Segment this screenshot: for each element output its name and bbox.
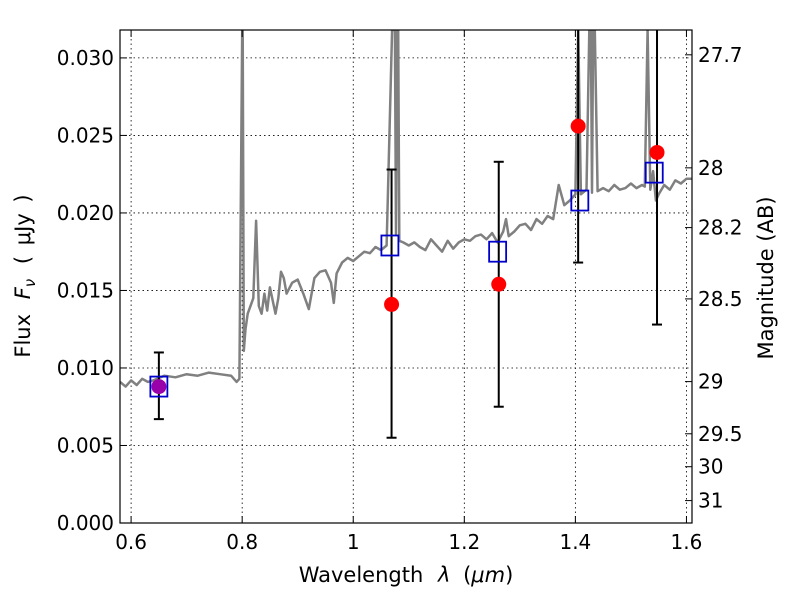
y-axis-ticks: 0.000 0.005 0.010 0.015 0.020 0.025 0.030: [57, 46, 127, 535]
y-axis-label-var: F: [11, 286, 35, 299]
model-point: [149, 375, 169, 398]
x-axis-label-open: (: [463, 563, 471, 587]
y-tick-label: 0.010: [57, 356, 114, 380]
model-point: [644, 161, 664, 184]
x-axis-ticks: 0.6 0.8 1 1.2 1.4 1.6: [115, 30, 702, 554]
plot-content: [120, 30, 692, 388]
y-axis-label-sub: ν: [21, 279, 39, 287]
y-axis-label-open: (: [11, 256, 35, 264]
right-tick-label: 29.5: [698, 422, 743, 446]
x-tick-label: 0.6: [115, 530, 147, 554]
x-axis-label-var: λ: [437, 563, 450, 587]
x-tick-label: 1: [347, 530, 360, 554]
x-tick-label: 1.2: [448, 530, 480, 554]
y-tick-label: 0.000: [57, 511, 114, 535]
x-axis-label-unit: μm: [470, 563, 505, 587]
observed-point: [649, 144, 665, 160]
y-axis-label-close: ): [11, 194, 35, 202]
observed-point: [491, 276, 507, 292]
x-tick-label: 0.8: [226, 530, 258, 554]
right-axis-ticks: 27.7 28 28.2 28.5 29 29.5 30 31: [685, 43, 743, 513]
grid-lines: [120, 30, 692, 524]
plot-frame: [119, 29, 693, 524]
plot-area: [120, 30, 692, 439]
y-axis-label-unit: μJy: [11, 213, 35, 245]
right-tick-label: 28.5: [698, 287, 743, 311]
y-tick-label: 0.025: [57, 123, 114, 147]
right-tick-label: 28.2: [698, 216, 743, 240]
y-tick-label: 0.005: [57, 433, 114, 457]
right-tick-label: 30: [698, 455, 723, 479]
x-axis-label-main: Wavelength: [299, 563, 424, 587]
right-tick-label: 29: [698, 370, 723, 394]
right-axis-label: Magnitude (AB): [754, 196, 778, 359]
y-tick-label: 0.015: [57, 278, 114, 302]
y-axis-label: Flux Fν ( μJy ): [11, 194, 40, 357]
x-axis-label: Wavelength λ (μm): [299, 563, 514, 587]
spectrum-line: [120, 30, 692, 388]
x-tick-label: 1.4: [559, 530, 591, 554]
model-point: [488, 240, 508, 263]
y-axis-label-main: Flux: [11, 314, 35, 358]
x-axis-label-close: ): [505, 563, 513, 587]
model-point: [380, 234, 400, 257]
right-tick-label: 27.7: [698, 43, 743, 67]
model-point: [570, 189, 590, 212]
observed-point: [570, 118, 586, 134]
overlap-point: [151, 379, 167, 395]
y-tick-label: 0.020: [57, 201, 114, 225]
right-tick-label: 31: [698, 489, 723, 513]
observed-point: [384, 296, 400, 312]
right-tick-label: 28: [698, 156, 723, 180]
x-tick-label: 1.6: [671, 530, 703, 554]
y-tick-label: 0.030: [57, 46, 114, 70]
